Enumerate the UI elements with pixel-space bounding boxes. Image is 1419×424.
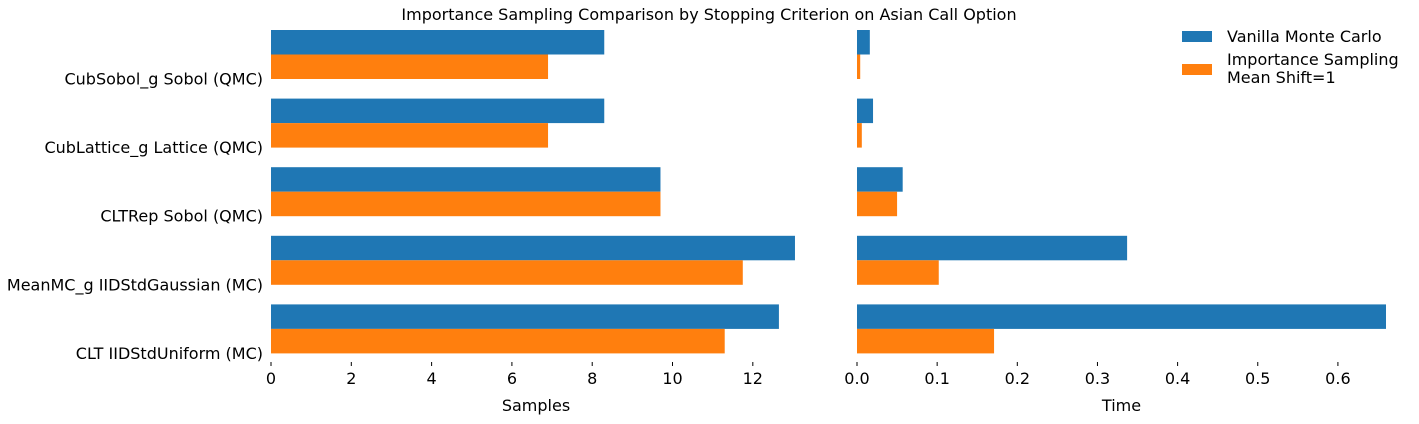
bar-importance (271, 54, 549, 79)
bar-vanilla (271, 167, 661, 192)
x-tick-label: 12 (743, 369, 763, 388)
bar-vanilla (857, 30, 870, 55)
bar-vanilla (857, 235, 1128, 261)
bar-vanilla (271, 30, 605, 55)
bar-vanilla (857, 304, 1386, 329)
chart-title: Importance Sampling Comparison by Stoppi… (401, 5, 1016, 24)
category-label: CubSobol_g Sobol (QMC) (64, 70, 263, 90)
bar-importance (857, 191, 898, 217)
bar-vanilla (271, 304, 779, 329)
legend-label-importance: Importance Sampling (1227, 50, 1399, 69)
bar-importance (271, 191, 661, 217)
x-axis-label: Time (1101, 396, 1141, 415)
x-tick-label: 0.2 (1005, 369, 1030, 388)
x-tick-label: 8 (587, 369, 597, 388)
x-tick-label: 0.4 (1165, 369, 1190, 388)
legend-label-vanilla: Vanilla Monte Carlo (1227, 27, 1382, 46)
legend-swatch-importance (1182, 64, 1212, 75)
x-tick-label: 2 (346, 369, 356, 388)
x-tick-label: 6 (507, 369, 517, 388)
x-tick-label: 10 (662, 369, 682, 388)
bar-importance (271, 123, 549, 148)
bar-vanilla (271, 235, 795, 261)
bar-importance (857, 260, 939, 285)
bar-importance (271, 260, 743, 285)
legend-label-importance: Mean Shift=1 (1227, 68, 1336, 87)
x-tick-label: 0.0 (844, 369, 869, 388)
x-tick-label: 4 (427, 369, 437, 388)
x-tick-label: 0.5 (1245, 369, 1270, 388)
category-label: CLTRep Sobol (QMC) (100, 207, 263, 226)
x-tick-label: 0.3 (1085, 369, 1110, 388)
bar-importance (271, 328, 725, 354)
category-label: MeanMC_g IIDStdGaussian (MC) (7, 275, 263, 295)
x-axis-label: Samples (502, 396, 570, 415)
x-tick-label: 0.1 (924, 369, 949, 388)
bar-vanilla (271, 98, 605, 124)
x-tick-label: 0.6 (1325, 369, 1350, 388)
bar-importance (857, 123, 862, 148)
bar-vanilla (857, 98, 874, 124)
legend-swatch-vanilla (1182, 31, 1212, 42)
category-label: CubLattice_g Lattice (QMC) (44, 138, 263, 158)
bar-vanilla (857, 167, 903, 192)
bar-importance (857, 54, 861, 79)
x-tick-label: 0 (266, 369, 276, 388)
category-label: CLT IIDStdUniform (MC) (76, 344, 263, 363)
bar-importance (857, 328, 995, 354)
